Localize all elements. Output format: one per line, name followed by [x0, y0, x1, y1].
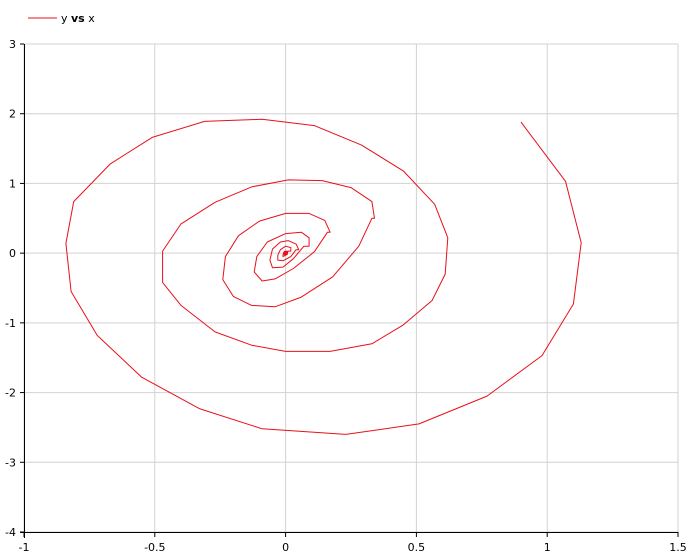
series-line-y-vs-x: [65, 118, 582, 435]
x-tick-label: 0.5: [408, 541, 426, 554]
tick-labels: -1 -0.5 0 0.5 1 1.5 -4 -3 -2 -1 0 1 2 3: [5, 38, 687, 554]
y-tick-label: -1: [5, 317, 16, 330]
x-tick-label: -0.5: [144, 541, 165, 554]
y-tick-label: -3: [5, 456, 16, 469]
x-tick-label: 1.5: [669, 541, 687, 554]
legend-label-y: y: [61, 12, 68, 25]
series-center-point: [283, 250, 289, 256]
y-tick-label: 0: [9, 247, 16, 260]
x-tick-label: 1: [544, 541, 551, 554]
legend: y vs x: [28, 12, 95, 25]
series-layer: [65, 118, 582, 435]
grid-lines: [23, 43, 679, 533]
legend-label-vs: vs: [71, 12, 85, 25]
plot-axes: [20, 43, 679, 538]
x-tick-label: -1: [19, 541, 30, 554]
y-tick-label: -2: [5, 387, 16, 400]
y-tick-label: 2: [9, 108, 16, 121]
legend-label-x: x: [88, 12, 95, 25]
y-tick-label: -4: [5, 526, 16, 539]
y-tick-label: 1: [9, 177, 16, 190]
legend-entry: y vs x: [61, 12, 95, 25]
y-tick-label: 3: [9, 38, 16, 51]
x-tick-label: 0: [282, 541, 289, 554]
